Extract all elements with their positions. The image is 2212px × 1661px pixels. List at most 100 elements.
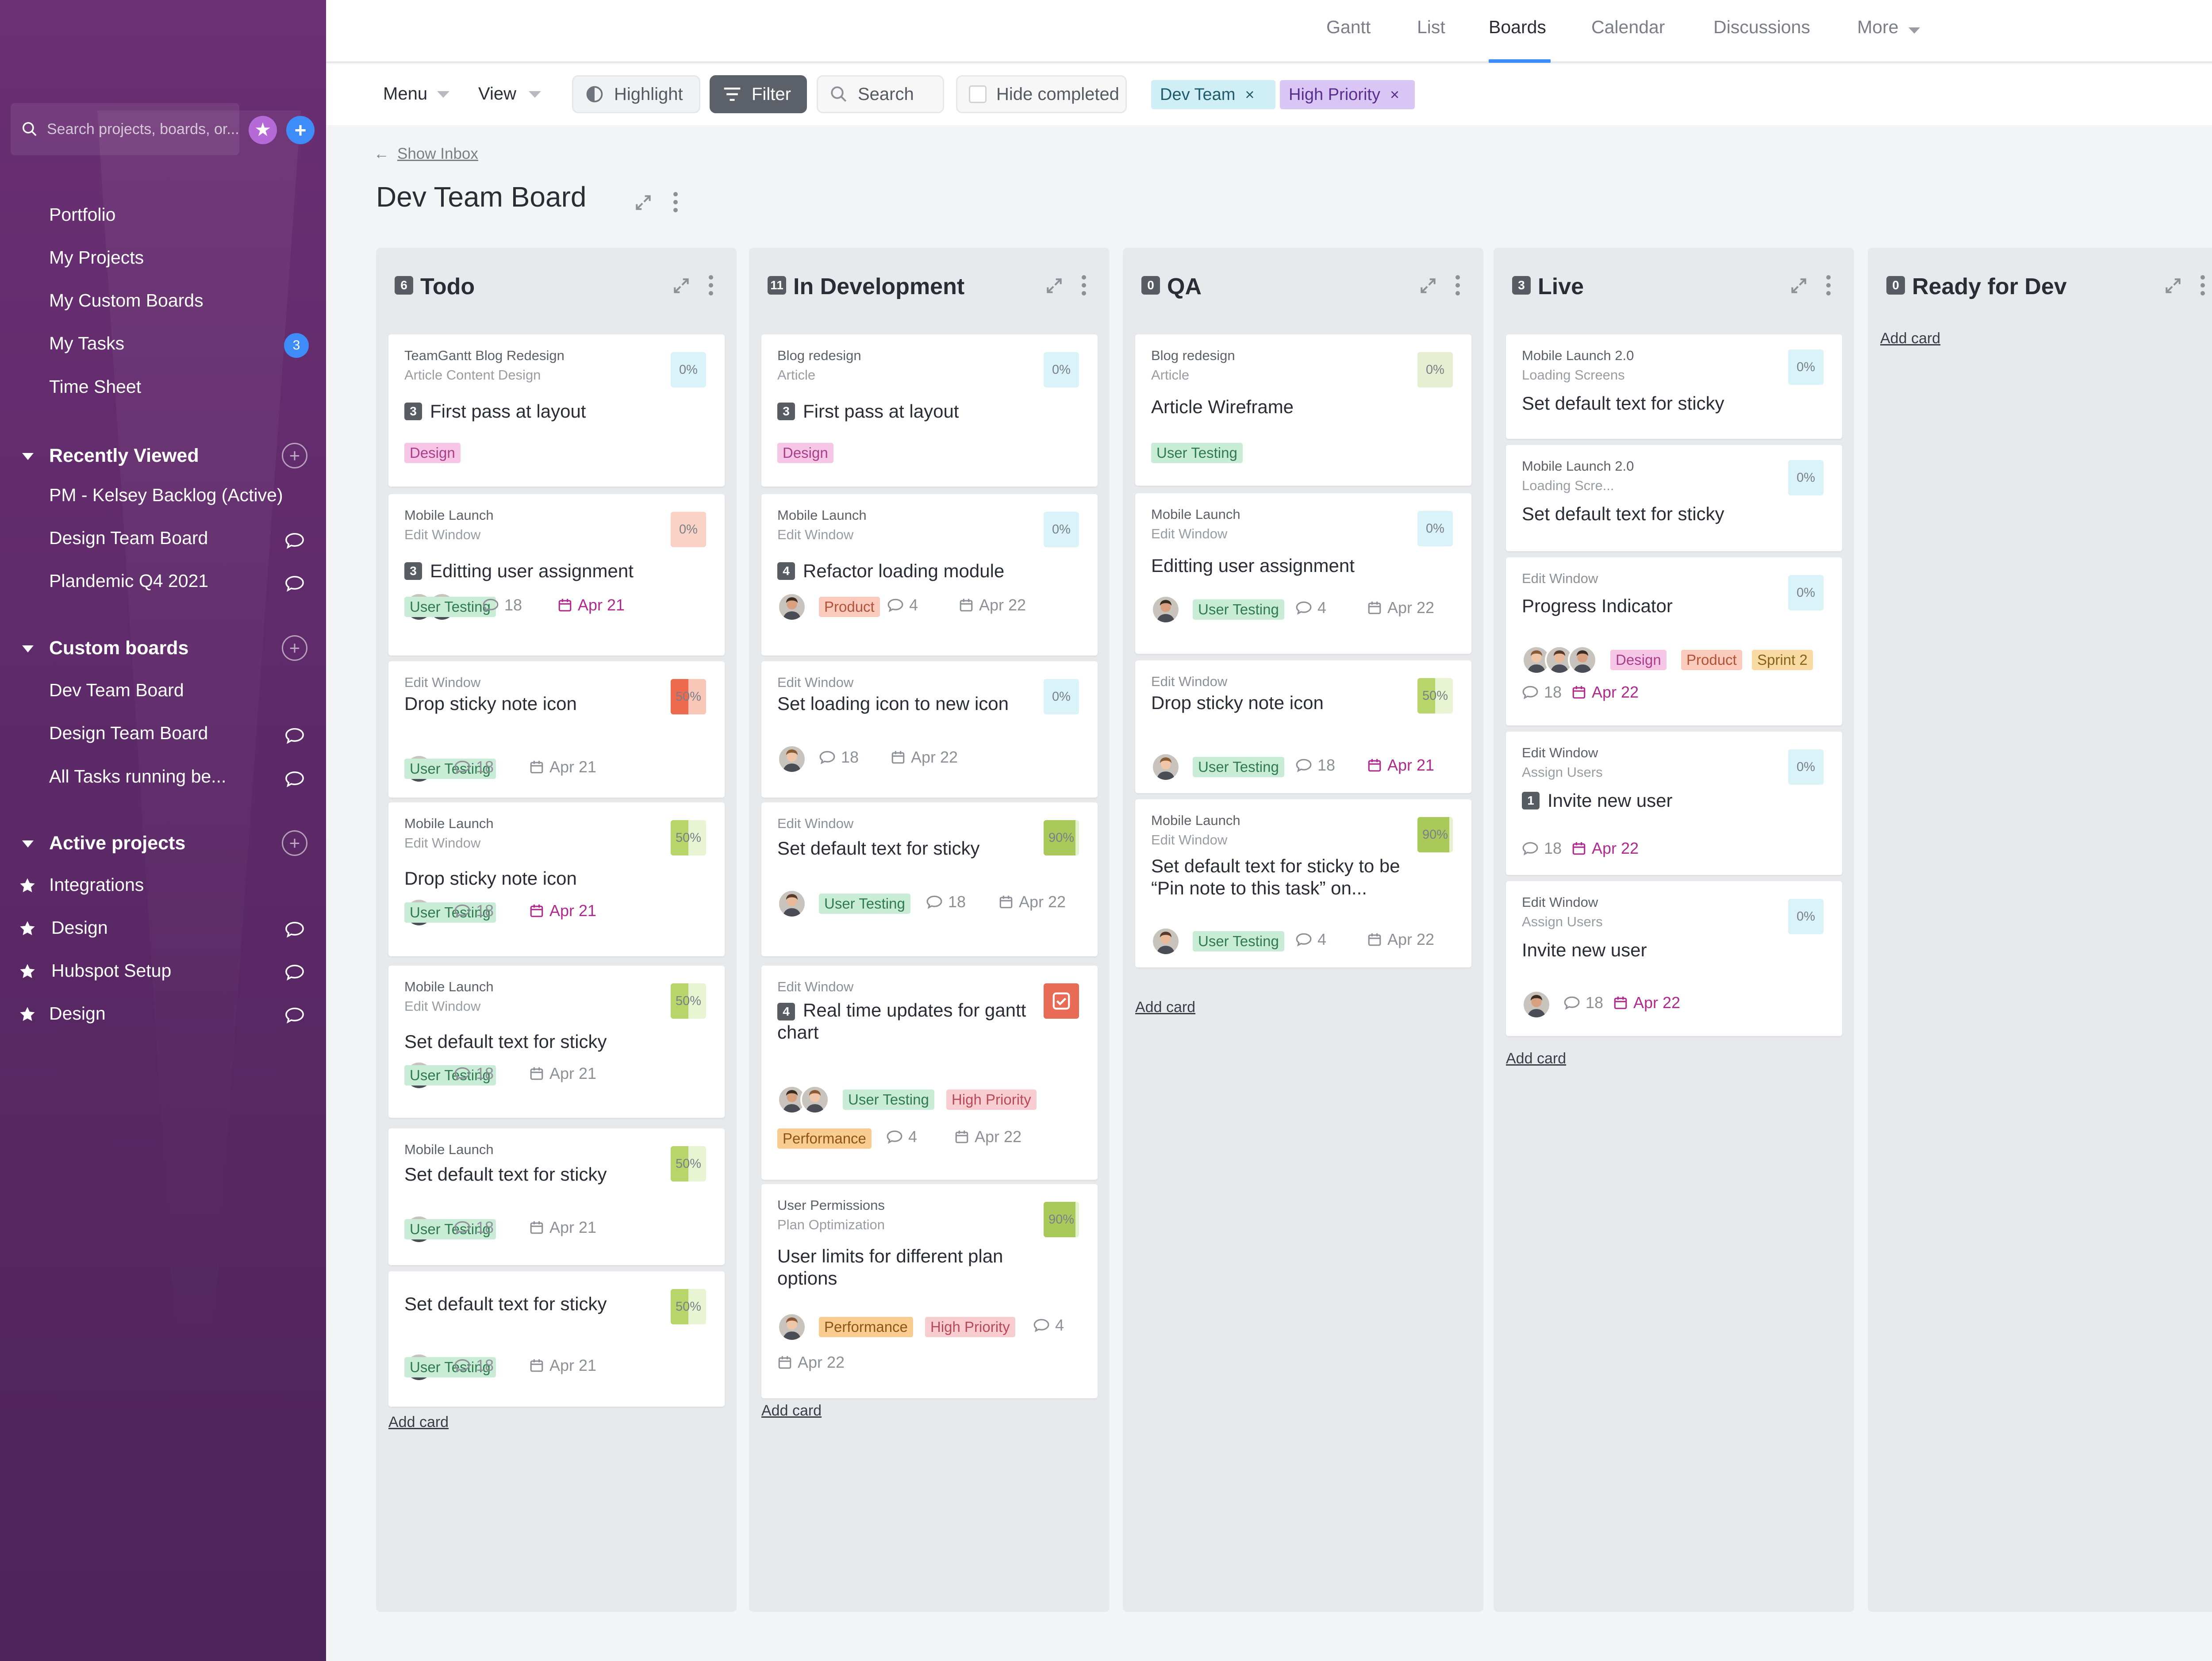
- show-inbox-link[interactable]: ← Show Inbox: [374, 145, 478, 163]
- label-tag[interactable]: Performance: [777, 1128, 872, 1149]
- add-card-link[interactable]: Add card: [1135, 999, 1196, 1016]
- due-date[interactable]: Apr 22: [1571, 683, 1639, 702]
- tab-calendar[interactable]: Calendar: [1591, 17, 1665, 37]
- search-input[interactable]: Search: [817, 75, 944, 113]
- due-date[interactable]: Apr 21: [529, 758, 596, 776]
- task-card[interactable]: Mobile Launch Edit Window Set default text…: [388, 966, 725, 1118]
- task-card[interactable]: Mobile Launch Edit Window Drop sticky note…: [388, 802, 725, 956]
- task-card[interactable]: Mobile Launch Edit Window 3 Editting user a…: [388, 494, 725, 656]
- add-card-link[interactable]: Add card: [1880, 330, 1941, 347]
- star-icon[interactable]: [19, 963, 36, 980]
- comment-count[interactable]: 18: [1295, 756, 1335, 775]
- add-card-link[interactable]: Add card: [388, 1414, 449, 1431]
- close-icon[interactable]: ×: [1245, 85, 1255, 104]
- label-tag[interactable]: Design: [777, 443, 833, 463]
- avatar[interactable]: [1151, 927, 1180, 956]
- due-date[interactable]: Apr 22: [959, 596, 1026, 614]
- comment-count[interactable]: 18: [1563, 994, 1603, 1012]
- label-tag[interactable]: Product: [1681, 650, 1742, 670]
- label-tag[interactable]: Performance: [819, 1317, 913, 1337]
- sidebar-item-board[interactable]: Dev Team Board: [49, 680, 184, 700]
- chat-bubble-icon[interactable]: [284, 1006, 305, 1024]
- avatar[interactable]: [1151, 752, 1180, 782]
- label-tag[interactable]: User Testing: [404, 1065, 496, 1086]
- label-tag[interactable]: User Testing: [404, 597, 496, 617]
- label-tag[interactable]: User Testing: [1193, 757, 1284, 777]
- comment-count[interactable]: 4: [1295, 598, 1326, 617]
- sidebar-item-board[interactable]: All Tasks running be...: [49, 766, 227, 786]
- assignee-avatars[interactable]: [1522, 645, 1597, 675]
- due-date[interactable]: Apr 22: [1571, 839, 1639, 858]
- chat-bubble-icon[interactable]: [284, 727, 305, 744]
- due-date[interactable]: Apr 22: [777, 1353, 845, 1372]
- view-dropdown[interactable]: View: [478, 84, 516, 104]
- sidebar-item-my-custom-boards[interactable]: My Custom Boards: [49, 290, 204, 311]
- avatar[interactable]: [777, 592, 806, 621]
- due-date[interactable]: Apr 22: [1367, 930, 1434, 949]
- label-tag[interactable]: Design: [1610, 650, 1667, 670]
- avatar[interactable]: [777, 889, 806, 918]
- more-vertical-icon[interactable]: [1826, 275, 1831, 295]
- assignee-avatars[interactable]: [777, 592, 806, 621]
- label-tag[interactable]: Product: [819, 597, 880, 617]
- section-recently-viewed[interactable]: Recently Viewed: [49, 445, 199, 466]
- task-card[interactable]: Mobile Launch 2.0 Loading Screens Set defa…: [1506, 334, 1842, 439]
- due-date[interactable]: Apr 22: [954, 1128, 1022, 1146]
- sidebar-item-recent[interactable]: PM - Kelsey Backlog (Active): [49, 485, 283, 505]
- sidebar-search-input[interactable]: Search projects, boards, or...: [11, 103, 239, 155]
- assignee-avatars[interactable]: [1151, 927, 1180, 956]
- chevron-down-icon[interactable]: [22, 840, 34, 848]
- label-tag[interactable]: User Testing: [404, 1219, 496, 1239]
- avatar[interactable]: [1151, 595, 1180, 624]
- chat-bubble-icon[interactable]: [284, 770, 305, 788]
- comment-count[interactable]: 4: [886, 1128, 917, 1146]
- comment-count[interactable]: 18: [482, 596, 522, 614]
- task-card[interactable]: Edit Window Set default text for sticky 90…: [761, 802, 1098, 956]
- avatar[interactable]: [1522, 990, 1551, 1019]
- chat-bubble-icon[interactable]: [284, 921, 305, 938]
- tab-discussions[interactable]: Discussions: [1713, 17, 1810, 37]
- add-new-button[interactable]: +: [286, 116, 315, 144]
- close-icon[interactable]: ×: [1390, 85, 1399, 104]
- chat-bubble-icon[interactable]: [284, 575, 305, 592]
- chevron-down-icon[interactable]: [529, 91, 541, 98]
- task-card[interactable]: Edit Window Drop sticky note icon 50% User …: [1135, 660, 1471, 793]
- assignee-avatars[interactable]: [777, 889, 806, 918]
- due-date[interactable]: Apr 22: [891, 748, 958, 767]
- completed-checkbox[interactable]: [1044, 983, 1079, 1019]
- tab-more[interactable]: More: [1857, 17, 1899, 37]
- add-recently-viewed-button[interactable]: +: [282, 443, 307, 468]
- task-card[interactable]: Mobile Launch 2.0 Loading Scre... Set defa…: [1506, 445, 1842, 551]
- comment-count[interactable]: 18: [1522, 683, 1562, 702]
- task-card[interactable]: Mobile Launch Edit Window Set default text…: [1135, 799, 1471, 967]
- sidebar-item-project[interactable]: Hubspot Setup: [51, 960, 172, 981]
- add-active-project-button[interactable]: +: [282, 830, 307, 856]
- comment-count[interactable]: 18: [926, 893, 966, 911]
- section-custom-boards[interactable]: Custom boards: [49, 637, 189, 659]
- task-card[interactable]: Mobile Launch Set default text for sticky…: [388, 1128, 725, 1265]
- task-card[interactable]: Edit Window 4 Real time updates for gantt …: [761, 966, 1098, 1180]
- assignee-avatars[interactable]: [777, 1312, 806, 1342]
- due-date[interactable]: Apr 21: [1367, 756, 1434, 775]
- label-tag[interactable]: User Testing: [404, 902, 496, 923]
- due-date[interactable]: Apr 21: [529, 1064, 596, 1083]
- tab-list[interactable]: List: [1417, 17, 1445, 37]
- sidebar-item-board[interactable]: Design Team Board: [49, 723, 208, 743]
- label-tag[interactable]: User Testing: [404, 1357, 496, 1377]
- chevron-down-icon[interactable]: [437, 91, 449, 98]
- comment-count[interactable]: 4: [887, 596, 918, 614]
- label-tag[interactable]: User Testing: [1193, 931, 1284, 951]
- assignee-avatars[interactable]: [777, 1085, 830, 1114]
- assignee-avatars[interactable]: [777, 744, 806, 774]
- due-date[interactable]: Apr 21: [557, 596, 625, 614]
- add-card-link[interactable]: Add card: [1506, 1050, 1567, 1067]
- chat-bubble-icon[interactable]: [284, 532, 305, 549]
- tab-gantt[interactable]: Gantt: [1326, 17, 1371, 37]
- comment-count[interactable]: 4: [1033, 1316, 1064, 1335]
- task-card[interactable]: Mobile Launch Edit Window 4 Refactor loadin…: [761, 494, 1098, 656]
- chat-bubble-icon[interactable]: [284, 963, 305, 981]
- comment-count[interactable]: 18: [454, 901, 494, 920]
- label-tag[interactable]: User Testing: [819, 894, 910, 914]
- task-card[interactable]: Blog redesign Article 3 First pass at layou…: [761, 334, 1098, 487]
- more-vertical-icon[interactable]: [2200, 275, 2205, 295]
